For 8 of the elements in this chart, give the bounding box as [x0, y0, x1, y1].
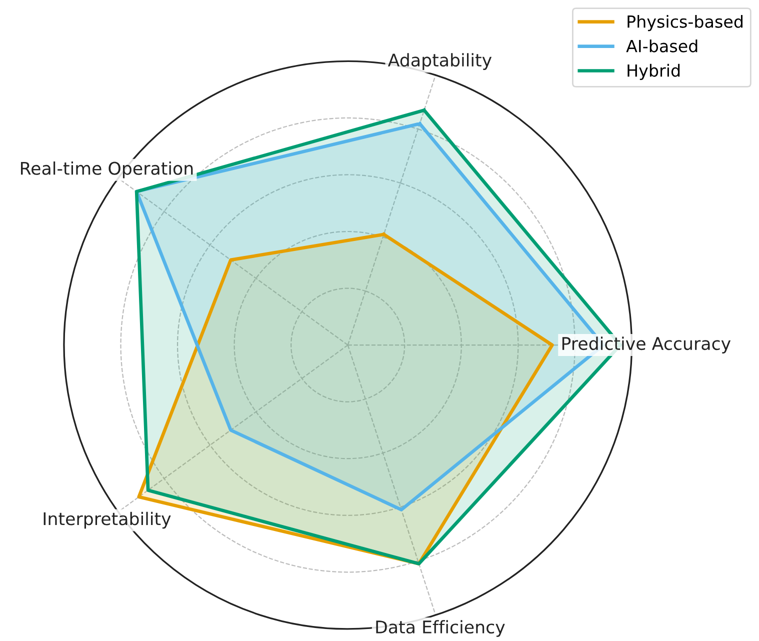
- spoke-label: Real-time Operation: [21, 161, 193, 178]
- spoke-label: Data Efficiency: [376, 620, 505, 637]
- legend-label: AI-based: [626, 39, 698, 52]
- legend-label: Hybrid: [628, 64, 680, 80]
- legend-label: Physics-based: [628, 15, 742, 32]
- spoke-label: Interpretability: [44, 512, 171, 529]
- spoke-label: Adaptability: [388, 53, 492, 70]
- spoke-label: Predictive Accuracy: [562, 336, 731, 354]
